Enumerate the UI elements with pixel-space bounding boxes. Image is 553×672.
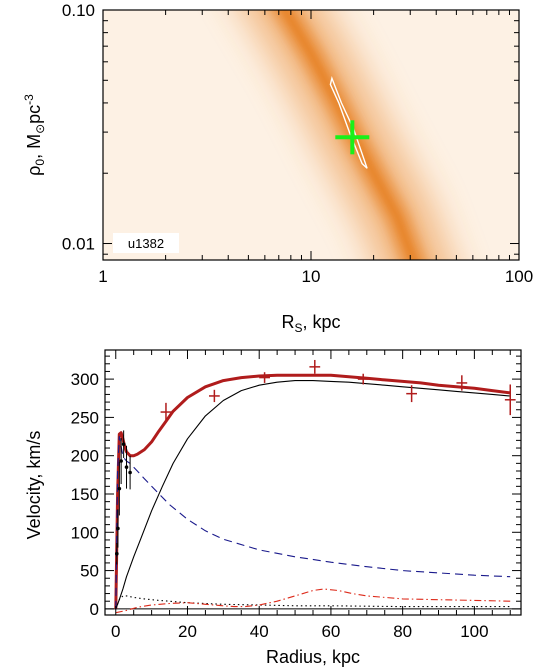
bottom-x-tick-label: 100 bbox=[460, 622, 488, 641]
y-label-subscript: 0 bbox=[33, 159, 47, 166]
inner-point-dot bbox=[128, 470, 132, 475]
bottom-tick-labels: 0 20 40 60 80 100 0 50 100 150 200 250 300 bbox=[71, 370, 489, 641]
observed-point bbox=[259, 372, 270, 383]
bottom-y-axis-label: Velocity, km/s bbox=[24, 431, 44, 540]
bottom-y-tick-label: 300 bbox=[71, 370, 99, 389]
top-y-tick-label: 0.10 bbox=[62, 1, 95, 20]
top-x-tick-label: 10 bbox=[302, 267, 321, 286]
observed-point bbox=[504, 384, 516, 416]
observed-point bbox=[406, 385, 417, 403]
parameter-likelihood-map: 1 10 100 0.01 0.10 u1382 RS, kpc ρ0, M⊙pc-3 bbox=[22, 1, 533, 335]
bottom-y-tick-label: 200 bbox=[71, 447, 99, 466]
inner-point-dot bbox=[116, 526, 120, 531]
observed-point bbox=[456, 375, 468, 391]
rotation-curve: 0 20 40 60 80 100 0 50 100 150 200 250 300 Radius, k… bbox=[24, 349, 522, 667]
y-label-unit2: pc bbox=[24, 105, 44, 124]
bottom-y-tick-label: 50 bbox=[80, 562, 99, 581]
top-y-tick-label: 0.01 bbox=[62, 235, 95, 254]
bottom-x-tick-label: 0 bbox=[111, 622, 120, 641]
bottom-y-tick-label: 0 bbox=[90, 600, 99, 619]
top-x-tick-label: 1 bbox=[98, 267, 107, 286]
inner-point bbox=[124, 445, 129, 489]
inner-observed-points bbox=[115, 430, 132, 565]
model-curves bbox=[114, 373, 511, 614]
series-dark-halo bbox=[115, 380, 511, 610]
inner-point bbox=[116, 509, 120, 548]
top-x-tick-label: 100 bbox=[505, 267, 533, 286]
top-tick-labels: 1 10 100 0.01 0.10 bbox=[62, 1, 533, 286]
bottom-x-tick-label: 80 bbox=[393, 622, 412, 641]
bottom-x-tick-label: 20 bbox=[178, 622, 197, 641]
inner-point bbox=[115, 543, 119, 565]
best-fit-marker bbox=[335, 120, 370, 155]
observed-point bbox=[357, 373, 369, 385]
confidence-contour bbox=[329, 75, 368, 169]
x-label-main: R bbox=[281, 312, 294, 332]
y-label-superscript: -3 bbox=[22, 94, 36, 105]
galaxy-label: u1382 bbox=[128, 236, 164, 251]
inner-point-dot bbox=[119, 459, 123, 463]
x-label-unit: , kpc bbox=[303, 312, 341, 332]
series-bulge bbox=[115, 595, 511, 610]
observed-point bbox=[309, 359, 321, 374]
observed-point bbox=[209, 389, 220, 403]
inner-point bbox=[119, 438, 123, 485]
bottom-y-tick-label: 150 bbox=[71, 485, 99, 504]
bottom-x-axis-label: Radius, kpc bbox=[266, 647, 360, 667]
top-axis-ticks bbox=[102, 10, 519, 260]
y-label-main: ρ bbox=[24, 166, 44, 176]
bottom-axis-ticks bbox=[105, 350, 521, 615]
top-y-axis-label: ρ0, M⊙pc-3 bbox=[22, 94, 47, 176]
y-label-unit: , M bbox=[24, 134, 44, 159]
bottom-y-tick-label: 250 bbox=[71, 408, 99, 427]
inner-point bbox=[128, 455, 132, 490]
bottom-plot-frame bbox=[104, 349, 522, 616]
series-total-fit bbox=[114, 373, 511, 609]
galaxy-label-box bbox=[113, 233, 179, 253]
inner-point-dot bbox=[121, 442, 126, 447]
y-label-sun-symbol: ⊙ bbox=[33, 124, 47, 134]
observed-points bbox=[160, 359, 516, 422]
bottom-y-tick-label: 100 bbox=[71, 523, 99, 542]
top-x-axis-label: RS, kpc bbox=[281, 312, 340, 335]
inner-point-dot bbox=[124, 465, 129, 469]
inner-point-dot bbox=[115, 551, 119, 556]
bottom-x-tick-label: 60 bbox=[321, 622, 340, 641]
bottom-x-tick-label: 40 bbox=[250, 622, 269, 641]
series-stellar-disk bbox=[115, 435, 511, 609]
inner-point bbox=[117, 461, 122, 516]
x-label-subscript: S bbox=[294, 321, 302, 335]
inner-point-dot bbox=[117, 486, 122, 491]
observed-point bbox=[160, 402, 172, 422]
series-gas bbox=[115, 588, 511, 614]
inner-point bbox=[121, 430, 126, 458]
